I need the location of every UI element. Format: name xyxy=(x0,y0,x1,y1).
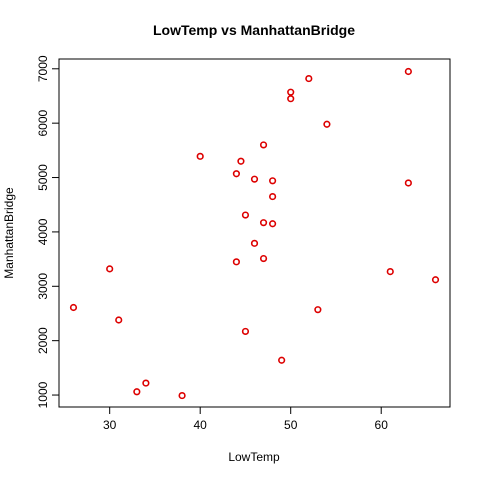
y-axis: 1000 2000 3000 4000 5000 6000 7000 xyxy=(36,55,60,408)
data-point xyxy=(178,391,186,400)
data-point xyxy=(250,175,259,183)
data-point xyxy=(287,95,295,103)
data-point xyxy=(278,356,286,364)
y-tick-label: 1000 xyxy=(36,381,50,408)
y-tick-label: 2000 xyxy=(36,327,50,354)
data-point xyxy=(133,388,141,396)
y-tick-label: 3000 xyxy=(36,273,50,300)
x-axis: 30 40 50 60 xyxy=(103,406,389,432)
data-point xyxy=(287,88,295,96)
data-point xyxy=(241,327,250,336)
y-tick-label: 6000 xyxy=(36,109,50,136)
data-point xyxy=(305,74,313,83)
data-point xyxy=(269,177,277,185)
data-point xyxy=(314,306,322,314)
data-point xyxy=(232,258,240,266)
data-point xyxy=(323,120,331,128)
data-point xyxy=(386,268,394,276)
x-tick-label: 50 xyxy=(284,418,298,432)
data-point xyxy=(269,220,277,228)
data-point xyxy=(106,265,114,273)
data-point xyxy=(259,254,268,263)
x-tick-label: 60 xyxy=(375,418,389,432)
chart-title: LowTemp vs ManhattanBridge xyxy=(153,22,355,38)
y-tick-label: 4000 xyxy=(36,218,50,245)
data-point xyxy=(259,219,268,227)
data-point xyxy=(431,276,440,284)
y-tick-label: 7000 xyxy=(36,55,50,82)
data-point xyxy=(404,179,412,187)
x-axis-label: LowTemp xyxy=(228,450,280,464)
data-point xyxy=(142,379,150,387)
data-points xyxy=(69,67,440,400)
data-point xyxy=(196,152,204,160)
data-point xyxy=(69,303,78,312)
data-point xyxy=(404,67,412,76)
data-point xyxy=(237,157,245,165)
y-tick-label: 5000 xyxy=(36,164,50,191)
x-tick-label: 40 xyxy=(194,418,208,432)
data-point xyxy=(232,170,240,178)
data-point xyxy=(269,192,277,201)
data-point xyxy=(259,141,268,149)
x-tick-label: 30 xyxy=(103,418,117,432)
data-point xyxy=(115,316,123,324)
data-point xyxy=(241,211,250,219)
data-point xyxy=(250,239,259,247)
y-axis-label: ManhattanBridge xyxy=(2,187,16,279)
plot-frame xyxy=(58,58,451,408)
